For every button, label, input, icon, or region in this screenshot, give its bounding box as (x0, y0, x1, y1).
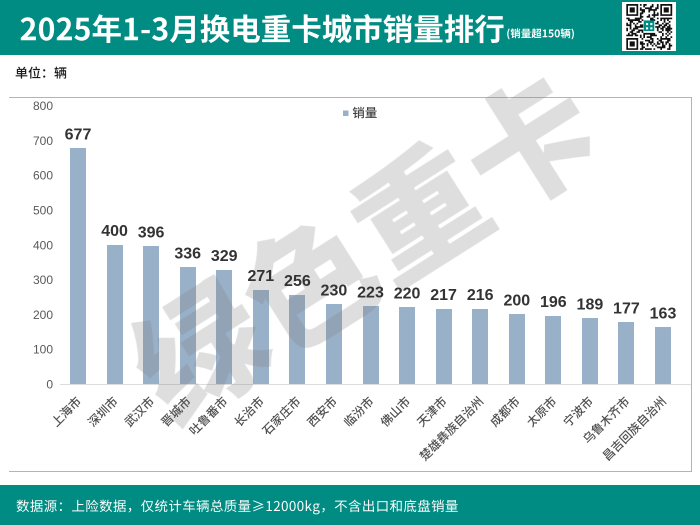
svg-text:800: 800 (33, 99, 53, 113)
svg-text:256: 256 (284, 273, 311, 290)
svg-text:336: 336 (174, 245, 201, 262)
svg-text:271: 271 (247, 268, 274, 285)
svg-text:700: 700 (33, 134, 53, 148)
svg-text:220: 220 (394, 286, 421, 303)
svg-text:300: 300 (33, 273, 53, 287)
svg-text:100: 100 (33, 343, 53, 357)
svg-text:217: 217 (430, 287, 457, 304)
svg-text:216: 216 (467, 287, 494, 304)
svg-text:163: 163 (650, 306, 677, 323)
svg-text:0: 0 (46, 378, 53, 392)
svg-text:396: 396 (138, 225, 165, 242)
svg-text:200: 200 (503, 293, 530, 310)
svg-text:500: 500 (33, 204, 53, 218)
svg-text:677: 677 (65, 127, 92, 144)
svg-text:400: 400 (101, 223, 128, 240)
svg-text:329: 329 (211, 248, 238, 265)
svg-text:223: 223 (357, 285, 384, 302)
svg-text:200: 200 (33, 308, 53, 322)
svg-text:230: 230 (321, 282, 348, 299)
svg-text:196: 196 (540, 294, 567, 311)
svg-text:189: 189 (577, 297, 604, 314)
svg-text:400: 400 (33, 238, 53, 252)
svg-text:177: 177 (613, 301, 640, 318)
svg-text:600: 600 (33, 169, 53, 183)
